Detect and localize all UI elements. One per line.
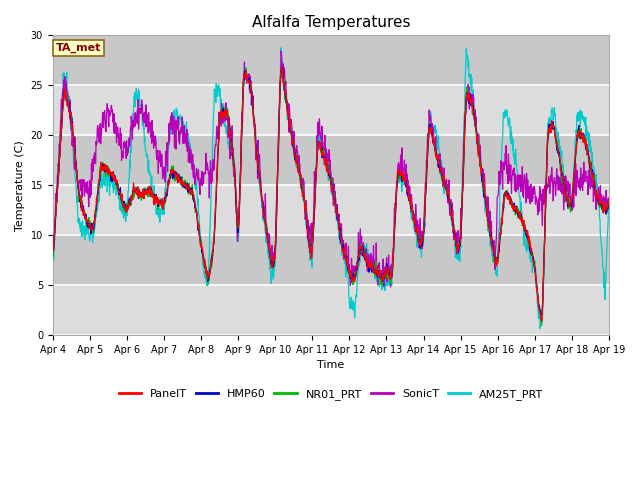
Bar — [52, 235, 609, 285]
X-axis label: Time: Time — [317, 360, 344, 370]
NR01_PRT — [49, 257, 56, 263]
Legend: PanelT, HMP60, NR01_PRT, SonicT, AM25T_PRT: PanelT, HMP60, NR01_PRT, SonicT, AM25T_P… — [114, 384, 547, 404]
HMP60 — [173, 170, 180, 176]
AM25T_PRT — [49, 264, 56, 270]
AM25T_PRT — [540, 279, 547, 285]
Line: AM25T_PRT: AM25T_PRT — [52, 48, 609, 328]
Text: TA_met: TA_met — [56, 43, 101, 53]
PanelT — [540, 269, 547, 275]
SonicT — [418, 228, 426, 234]
Bar — [52, 36, 609, 85]
PanelT — [278, 65, 285, 71]
SonicT — [173, 118, 180, 123]
AM25T_PRT — [490, 256, 498, 262]
NR01_PRT — [605, 204, 612, 210]
AM25T_PRT — [605, 209, 612, 215]
PanelT — [538, 318, 545, 324]
SonicT — [49, 252, 56, 258]
HMP60 — [540, 274, 547, 280]
HMP60 — [490, 253, 498, 259]
AM25T_PRT — [418, 255, 426, 261]
NR01_PRT — [173, 173, 180, 179]
Bar — [52, 185, 609, 235]
Y-axis label: Temperature (C): Temperature (C) — [15, 140, 25, 230]
HMP60 — [418, 240, 426, 246]
SonicT — [235, 219, 243, 225]
Line: HMP60: HMP60 — [52, 68, 609, 318]
Bar — [52, 135, 609, 185]
Line: SonicT: SonicT — [52, 51, 609, 287]
AM25T_PRT — [159, 211, 167, 216]
HMP60 — [278, 65, 285, 71]
Line: NR01_PRT: NR01_PRT — [52, 69, 609, 325]
NR01_PRT — [235, 225, 243, 230]
NR01_PRT — [159, 206, 167, 212]
Title: Alfalfa Temperatures: Alfalfa Temperatures — [252, 15, 410, 30]
Bar — [52, 285, 609, 335]
Line: PanelT: PanelT — [52, 68, 609, 321]
SonicT — [491, 255, 499, 261]
HMP60 — [159, 199, 167, 204]
PanelT — [235, 222, 243, 228]
PanelT — [605, 201, 612, 207]
HMP60 — [538, 315, 545, 321]
AM25T_PRT — [173, 106, 180, 111]
AM25T_PRT — [536, 325, 544, 331]
PanelT — [418, 240, 426, 246]
SonicT — [540, 202, 547, 207]
PanelT — [159, 206, 167, 212]
AM25T_PRT — [235, 234, 243, 240]
NR01_PRT — [490, 259, 498, 264]
SonicT — [605, 195, 612, 201]
SonicT — [277, 48, 285, 54]
HMP60 — [49, 249, 56, 254]
SonicT — [387, 284, 394, 290]
AM25T_PRT — [277, 45, 285, 51]
SonicT — [159, 170, 167, 176]
NR01_PRT — [538, 323, 545, 328]
NR01_PRT — [242, 66, 250, 72]
Bar — [52, 85, 609, 135]
HMP60 — [605, 204, 612, 209]
NR01_PRT — [418, 243, 426, 249]
NR01_PRT — [540, 272, 547, 278]
PanelT — [173, 174, 180, 180]
PanelT — [490, 253, 498, 259]
PanelT — [49, 249, 56, 255]
HMP60 — [235, 218, 243, 224]
